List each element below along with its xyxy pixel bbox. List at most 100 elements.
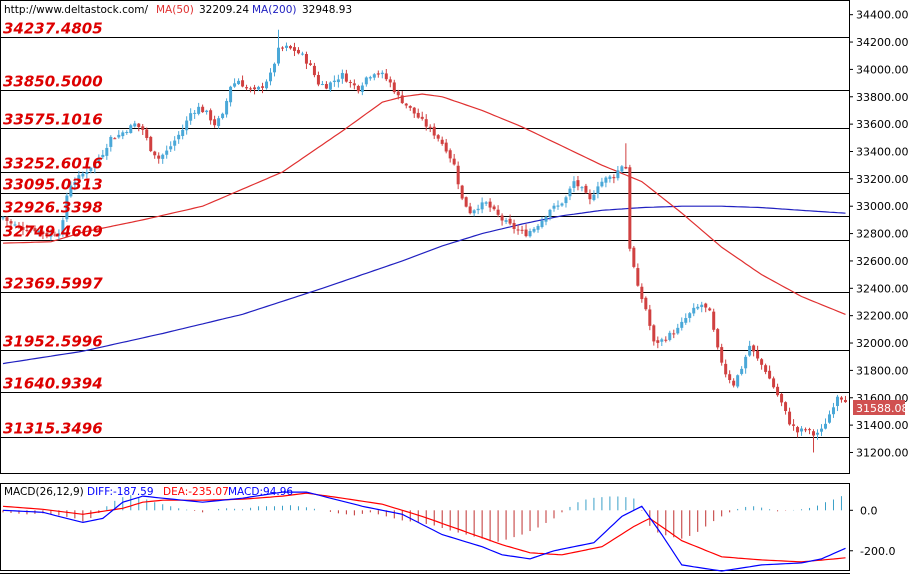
- candle-body: [225, 100, 229, 115]
- dea-line: [2, 492, 846, 563]
- candle-body: [812, 431, 816, 436]
- candle-body: [448, 150, 452, 159]
- candle-body: [792, 424, 796, 426]
- macd-axis: 0.0 -200.0: [849, 504, 895, 558]
- candle-body: [480, 202, 484, 210]
- candle-body: [340, 72, 344, 79]
- candle-body: [129, 125, 133, 133]
- candle-body: [109, 136, 113, 147]
- candle-body: [532, 228, 536, 232]
- candle-body: [21, 227, 25, 230]
- candle-body: [197, 106, 201, 114]
- candle-body: [839, 397, 843, 400]
- candle-body: [41, 231, 45, 234]
- macd-value: MACD:94.96: [228, 486, 293, 498]
- candle-body: [153, 151, 157, 156]
- candle-body: [121, 132, 125, 137]
- candle-body: [141, 126, 145, 130]
- candle-body: [69, 185, 73, 197]
- candle-body: [672, 333, 676, 335]
- price-tick-9: 32600.00: [856, 255, 909, 268]
- price-tick-16: 31200.00: [856, 446, 909, 459]
- candle-body: [572, 181, 576, 188]
- candle-body: [113, 138, 117, 140]
- candle-body: [820, 428, 824, 432]
- candle-body: [648, 309, 652, 326]
- candlesticks: [1, 29, 847, 453]
- level-label-9: 31640.9394: [3, 375, 103, 393]
- level-label-0: 34237.4805: [3, 20, 103, 38]
- candle-body: [508, 218, 512, 224]
- candle-body: [137, 123, 141, 127]
- candle-body: [700, 304, 704, 308]
- candle-body: [245, 87, 249, 89]
- candle-body: [161, 154, 165, 159]
- candle-body: [209, 110, 213, 121]
- candle-body: [177, 134, 181, 140]
- candle-body: [364, 77, 368, 85]
- candle-body: [592, 194, 596, 200]
- candle-body: [280, 47, 284, 49]
- price-tick-8: 32800.00: [856, 228, 909, 241]
- candle-body: [576, 180, 580, 187]
- candle-body: [496, 209, 500, 215]
- macd-name: MACD(26,12,9): [4, 486, 84, 498]
- candle-body: [652, 325, 656, 342]
- candle-body: [556, 205, 560, 207]
- ma200-layer: [2, 205, 846, 365]
- candle-body: [608, 176, 612, 179]
- candle-body: [37, 231, 41, 233]
- candle-body: [376, 73, 380, 75]
- candle-body: [428, 126, 432, 128]
- candle-body: [668, 332, 672, 340]
- candle-body: [372, 74, 376, 78]
- level-label-2: 33575.1016: [3, 111, 103, 129]
- candle-body: [760, 359, 764, 365]
- price-tick-1: 34200.00: [856, 36, 909, 49]
- candle-body: [201, 106, 205, 113]
- candle-body: [440, 139, 444, 144]
- candle-body: [708, 308, 712, 311]
- price-tick-0: 34400.00: [856, 9, 909, 22]
- candle-body: [764, 365, 768, 372]
- candle-body: [768, 370, 772, 379]
- candle-body: [660, 339, 664, 342]
- candle-body: [756, 350, 760, 359]
- candle-body: [193, 112, 197, 114]
- ma50-line: [2, 93, 846, 315]
- candle-body: [712, 311, 716, 330]
- candle-body: [133, 123, 137, 127]
- candle-body: [73, 182, 77, 185]
- last-price-tag: 31588.08: [856, 402, 909, 415]
- candle-body: [776, 386, 780, 396]
- candle-body: [524, 229, 528, 237]
- candle-body: [835, 396, 839, 407]
- candle-body: [249, 88, 253, 90]
- candle-body: [368, 77, 372, 79]
- level-label-6: 32749.4609: [3, 223, 103, 241]
- ma50-value: 32209.24: [199, 4, 249, 16]
- macd-tick-0: 0.0: [860, 504, 878, 517]
- candle-body: [732, 380, 736, 386]
- candle-body: [356, 85, 360, 92]
- candle-body: [221, 113, 225, 119]
- candle-body: [843, 399, 847, 403]
- candle-body: [29, 229, 33, 231]
- macd-dea: DEA:-235.07: [163, 486, 229, 498]
- candle-body: [600, 181, 604, 187]
- candle-body: [464, 197, 468, 207]
- price-tick-7: 33000.00: [856, 200, 909, 213]
- candle-body: [237, 80, 241, 85]
- candle-body: [408, 106, 412, 108]
- candle-body: [516, 229, 520, 231]
- candle-body: [49, 233, 53, 237]
- candle-body: [284, 45, 288, 48]
- candle-body: [233, 83, 237, 87]
- candle-body: [380, 72, 384, 75]
- candle-body: [564, 197, 568, 204]
- site-url: http://www.deltastock.com/: [4, 4, 149, 16]
- price-tick-15: 31400.00: [856, 419, 909, 432]
- candle-body: [217, 118, 221, 127]
- candle-body: [796, 427, 800, 433]
